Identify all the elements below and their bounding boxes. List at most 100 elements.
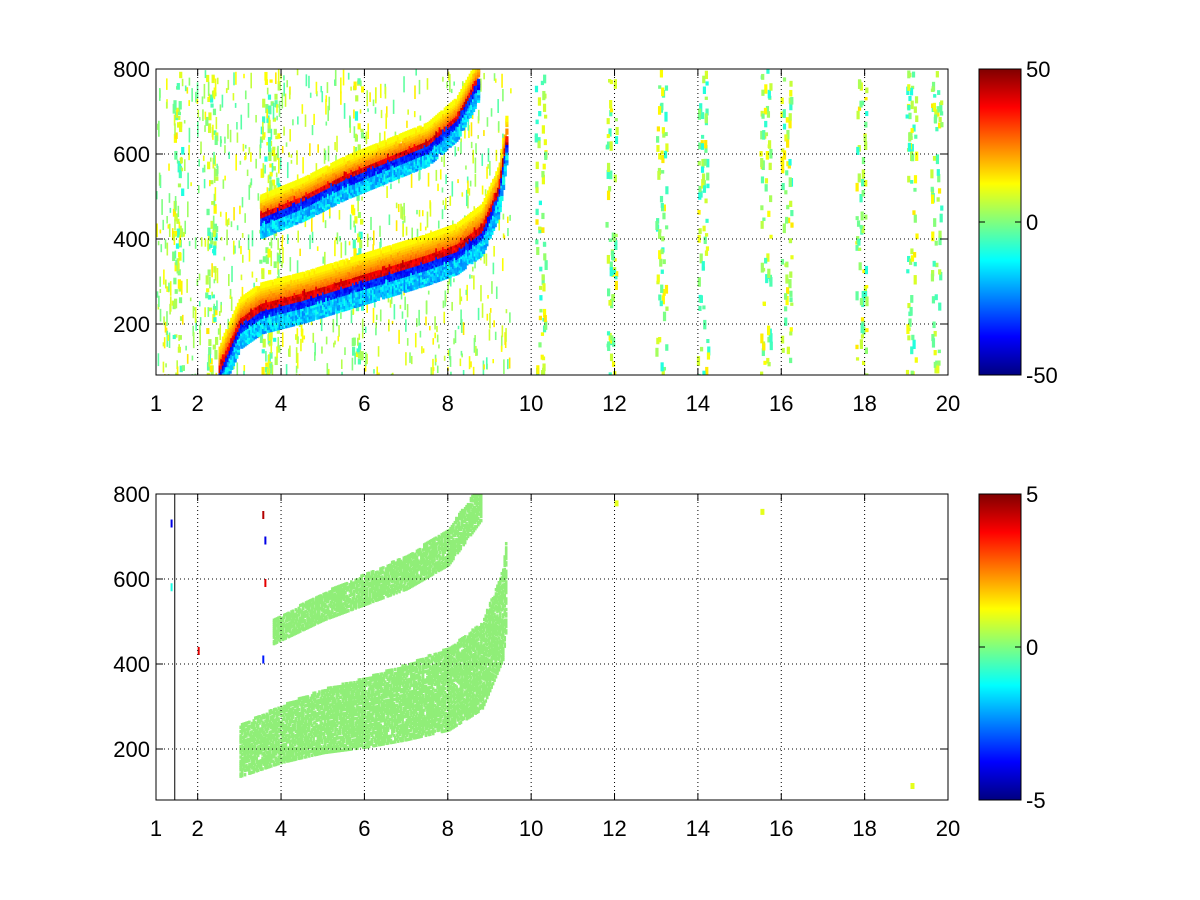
heatmap-cell <box>788 113 792 121</box>
heatmap-cell <box>366 353 368 365</box>
heatmap-cell <box>213 151 215 165</box>
heatmap-cell <box>325 277 329 284</box>
heatmap-cell <box>763 360 767 365</box>
heatmap-cell <box>288 90 291 100</box>
heatmap-cell <box>164 374 166 375</box>
heatmap-cell <box>785 170 789 176</box>
heatmap-cell <box>763 107 768 115</box>
heatmap-cell <box>435 266 439 273</box>
heatmap-cell <box>243 365 246 372</box>
heatmap-cell <box>460 227 464 234</box>
heatmap-cell <box>200 141 202 154</box>
heatmap-cell <box>250 152 252 162</box>
heatmap-cell <box>391 256 396 264</box>
heatmap-cell <box>280 196 284 203</box>
heatmap-cell <box>503 235 506 240</box>
heatmap-cell <box>464 126 466 139</box>
heatmap-cell <box>215 336 219 345</box>
heatmap-cell <box>862 269 866 274</box>
heatmap-cell <box>388 245 392 252</box>
heatmap-cell <box>177 183 182 188</box>
heatmap-cell <box>483 130 485 137</box>
heatmap-cell <box>194 237 197 249</box>
heatmap-cell <box>507 227 509 237</box>
heatmap-cell <box>375 314 378 321</box>
heatmap-cell <box>496 187 501 195</box>
heatmap-cell <box>357 212 362 218</box>
heatmap-cell <box>396 288 401 295</box>
heatmap-cell <box>276 187 281 194</box>
heatmap-cell <box>284 93 287 107</box>
heatmap-cell <box>265 254 269 264</box>
heatmap-cell <box>278 100 281 117</box>
heatmap-cells-1 <box>156 69 944 375</box>
heatmap-cell <box>861 157 866 165</box>
heatmap-cell <box>938 235 942 246</box>
heatmap-cell <box>608 372 612 375</box>
heatmap-cell <box>265 350 267 362</box>
heatmap-cell <box>271 364 274 375</box>
heatmap-cell <box>864 141 868 151</box>
heatmap-cell <box>859 194 863 203</box>
heatmap-cell <box>365 131 368 145</box>
heatmap-cell <box>316 300 321 307</box>
heatmap-cell <box>213 303 216 316</box>
heatmap-cell <box>210 103 214 108</box>
heatmap-cell <box>450 371 452 375</box>
heatmap-cell <box>300 178 304 185</box>
heatmap-cell <box>502 133 504 142</box>
heatmap-cell <box>788 177 792 188</box>
heatmap-cell <box>266 109 268 119</box>
heatmap-cell <box>364 135 366 141</box>
heatmap-cell <box>236 122 238 130</box>
heatmap-cell <box>182 248 185 263</box>
heatmap-cell <box>440 228 444 235</box>
heatmap-cell <box>461 223 466 230</box>
heatmap-cell <box>331 305 336 313</box>
heatmap-cell <box>269 79 273 83</box>
heatmap-cell <box>169 207 172 213</box>
heatmap-cell <box>213 167 216 183</box>
heatmap-cell <box>219 211 222 217</box>
heatmap-cell <box>326 279 331 286</box>
heatmap-cell <box>270 302 274 310</box>
heatmap-cell <box>497 121 500 131</box>
heatmap-cell <box>253 287 257 294</box>
heatmap-cell <box>538 315 542 321</box>
heatmap-cell <box>409 352 411 363</box>
heatmap-cell <box>330 275 334 283</box>
heatmap-cell <box>760 333 764 344</box>
heatmap-cell <box>613 79 617 89</box>
heatmap-cell <box>425 316 427 326</box>
heatmap-cell <box>291 194 296 201</box>
heatmap-cell <box>380 109 383 119</box>
heatmap-cell <box>262 163 265 178</box>
heatmap-cell <box>931 338 936 348</box>
heatmap-cell <box>288 182 292 190</box>
heatmap-cell <box>383 287 387 294</box>
heatmap-cell <box>230 317 234 325</box>
heatmap-cell <box>268 269 272 275</box>
heatmap-cell <box>290 320 294 327</box>
heatmap-cell <box>357 233 361 243</box>
heatmap-cell <box>264 164 266 174</box>
heatmap-cell <box>209 365 213 373</box>
heatmap-cell <box>606 134 610 139</box>
heatmap-cell <box>221 354 226 361</box>
heatmap-cell <box>936 111 940 117</box>
heatmap-cell <box>350 279 354 287</box>
heatmap-cell <box>543 74 547 84</box>
heatmap-cell <box>378 255 382 263</box>
heatmap-cell <box>308 207 312 214</box>
heatmap-cell <box>215 226 219 233</box>
heatmap-cell <box>614 276 618 280</box>
heatmap-cell <box>704 139 708 149</box>
heatmap-cell <box>178 109 181 114</box>
heatmap-cell <box>425 249 429 256</box>
heatmap-cell <box>913 261 917 267</box>
heatmap-cell <box>700 143 704 150</box>
heatmap-cell <box>160 244 163 253</box>
heatmap-cell <box>245 300 249 307</box>
heatmap-cell <box>197 185 200 194</box>
heatmap-cell <box>306 305 311 313</box>
